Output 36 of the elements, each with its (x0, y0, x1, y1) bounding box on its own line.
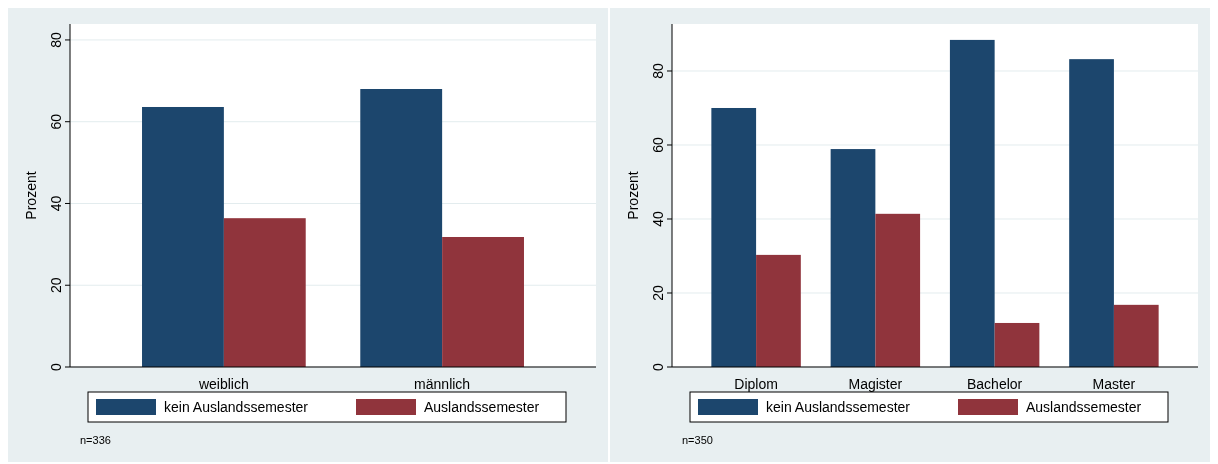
x-tick-label: weiblich (197, 376, 249, 392)
legend-label: kein Auslandssemester (164, 399, 309, 415)
x-tick-label: Magister (848, 376, 903, 392)
y-tick-label: 60 (650, 137, 666, 153)
y-tick-label: 20 (48, 277, 64, 294)
bar (756, 254, 801, 367)
bar (949, 39, 995, 367)
legend-label: Auslandssemester (424, 399, 540, 415)
x-tick-label: männlich (414, 376, 471, 392)
y-tick-label: 60 (48, 113, 64, 130)
legend-label: kein Auslandssemester (766, 399, 911, 415)
bar (875, 213, 921, 367)
y-tick-label: 0 (48, 362, 64, 371)
text: n=336 (80, 434, 111, 446)
y-tick-label: 80 (48, 31, 64, 48)
y-axis-title: Prozent (23, 171, 39, 220)
bar (994, 322, 1040, 367)
y-tick-label: 0 (650, 362, 666, 371)
bar (142, 106, 224, 367)
bar (711, 107, 757, 367)
legend-label: Auslandssemester (1026, 399, 1142, 415)
bar (1069, 59, 1114, 367)
bar (1113, 304, 1159, 367)
y-tick-label: 20 (650, 285, 666, 301)
x-tick-label: Diplom (734, 376, 778, 392)
bar (223, 218, 306, 367)
text: n=350 (682, 434, 713, 446)
x-tick-label: Bachelor (967, 376, 1023, 392)
y-tick-label: 80 (650, 62, 666, 79)
bar (830, 149, 876, 367)
bar (442, 237, 524, 367)
y-axis-title: Prozent (625, 171, 641, 220)
y-tick-label: 40 (650, 211, 666, 227)
x-tick-label: Master (1092, 376, 1136, 392)
y-tick-label: 40 (48, 195, 64, 212)
bar (360, 89, 443, 367)
